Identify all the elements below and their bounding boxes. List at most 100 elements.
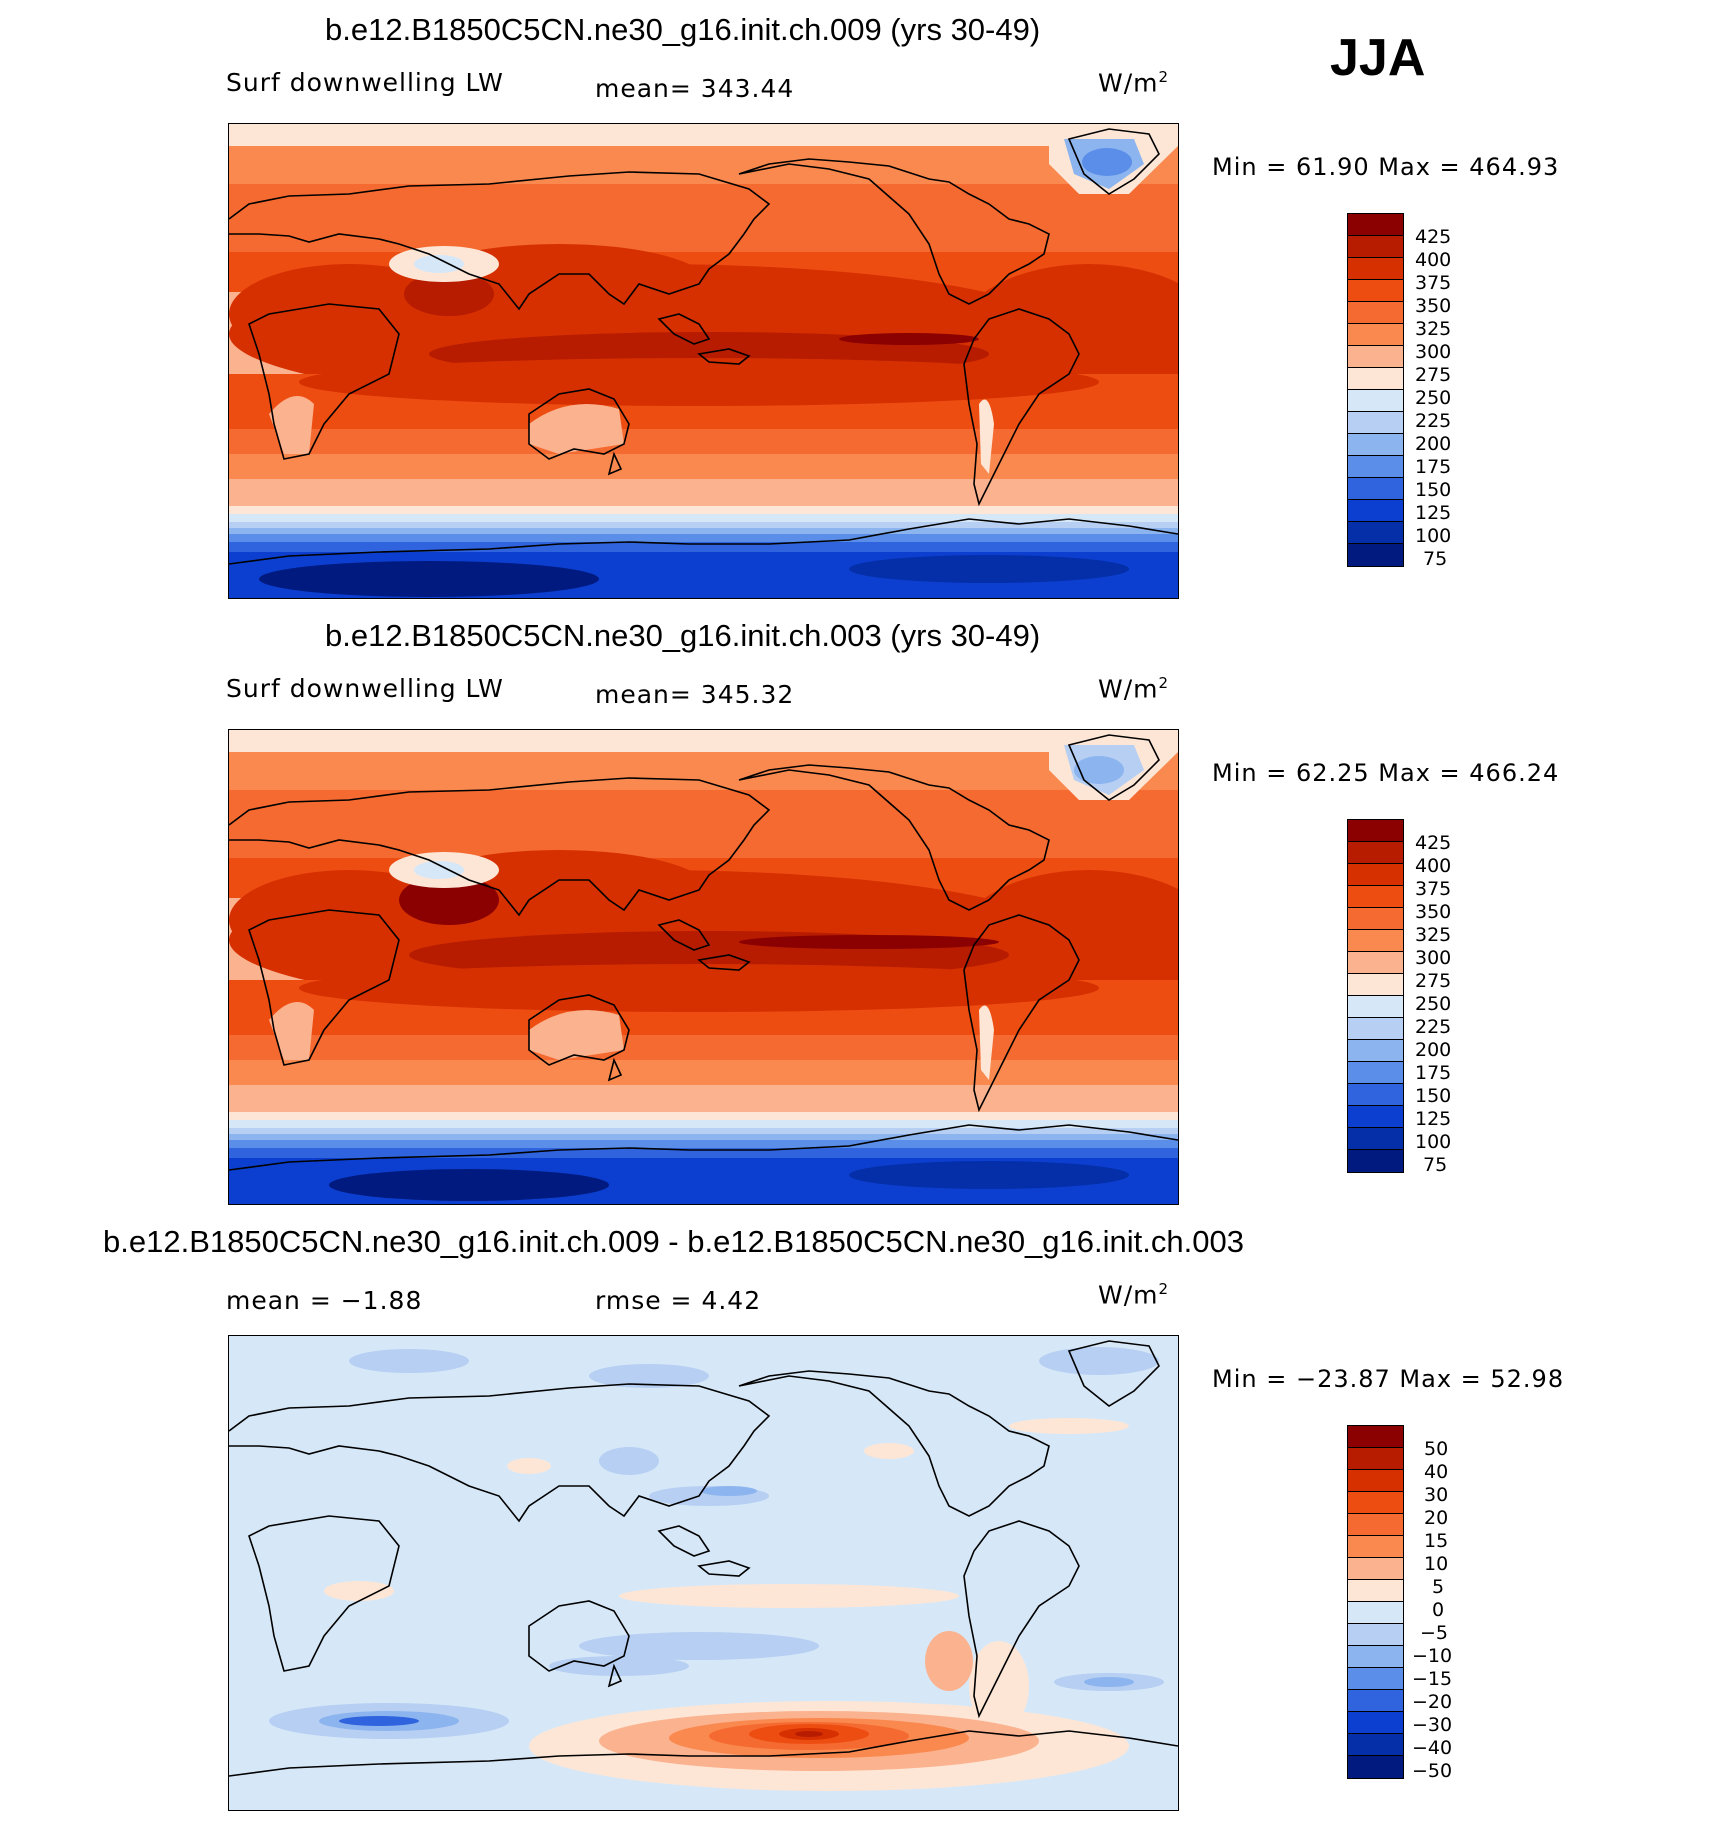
colorbar-tick: 200	[1415, 1039, 1452, 1061]
colorbar-tick: 325	[1415, 924, 1452, 946]
panel-1-colorbar	[1347, 213, 1404, 567]
panel-1-units: W/m2	[1098, 68, 1170, 98]
colorbar-swatch	[1348, 1646, 1403, 1668]
colorbar-tick: 250	[1415, 993, 1452, 1015]
colorbar-tick: 150	[1415, 479, 1452, 501]
colorbar-swatch	[1348, 544, 1403, 566]
colorbar-tick: 350	[1415, 295, 1452, 317]
colorbar-tick: 200	[1415, 433, 1452, 455]
colorbar-tick: 400	[1415, 855, 1452, 877]
colorbar-tick: 425	[1415, 832, 1452, 854]
panel-1-minmax: Min = 61.90 Max = 464.93	[1212, 153, 1560, 181]
colorbar-swatch	[1348, 908, 1403, 930]
colorbar-tick: 50	[1424, 1438, 1449, 1460]
colorbar-swatch	[1348, 258, 1403, 280]
colorbar-swatch	[1348, 820, 1403, 842]
colorbar-swatch	[1348, 1062, 1403, 1084]
panel-1-variable-label: Surf downwelling LW	[226, 68, 504, 97]
colorbar-swatch	[1348, 1470, 1403, 1492]
panel-2-title: b.e12.B1850C5CN.ne30_g16.init.ch.003 (yr…	[325, 618, 1041, 653]
colorbar-swatch	[1348, 1084, 1403, 1106]
panel-3-title: b.e12.B1850C5CN.ne30_g16.init.ch.009 - b…	[103, 1224, 1244, 1259]
panel-3-map	[228, 1335, 1179, 1811]
panel-2-colorbar	[1347, 819, 1404, 1173]
colorbar-swatch	[1348, 1106, 1403, 1128]
colorbar-tick: 30	[1424, 1484, 1449, 1506]
colorbar-swatch	[1348, 390, 1403, 412]
colorbar-tick: 15	[1424, 1530, 1449, 1552]
colorbar-swatch	[1348, 1448, 1403, 1470]
colorbar-swatch	[1348, 368, 1403, 390]
colorbar-tick: 5	[1432, 1576, 1445, 1598]
panel-1-map	[228, 123, 1179, 599]
colorbar-tick: 275	[1415, 970, 1452, 992]
colorbar-tick: 400	[1415, 249, 1452, 271]
colorbar-tick: −15	[1412, 1668, 1453, 1690]
colorbar-swatch	[1348, 1690, 1403, 1712]
colorbar-tick: −30	[1412, 1714, 1453, 1736]
panel-1-mean: mean= 343.44	[595, 74, 795, 103]
panel-1-map-svg	[229, 124, 1178, 598]
colorbar-swatch	[1348, 346, 1403, 368]
colorbar-swatch	[1348, 930, 1403, 952]
colorbar-swatch	[1348, 478, 1403, 500]
panel-2-map	[228, 729, 1179, 1205]
colorbar-swatch	[1348, 996, 1403, 1018]
colorbar-swatch	[1348, 1712, 1403, 1734]
colorbar-tick: −20	[1412, 1691, 1453, 1713]
colorbar-tick: 275	[1415, 364, 1452, 386]
colorbar-tick: 75	[1423, 1154, 1448, 1176]
colorbar-swatch	[1348, 1128, 1403, 1150]
colorbar-tick: −10	[1412, 1645, 1453, 1667]
colorbar-tick: 225	[1415, 410, 1452, 432]
colorbar-swatch	[1348, 1040, 1403, 1062]
colorbar-tick: 325	[1415, 318, 1452, 340]
colorbar-tick: 175	[1415, 1062, 1452, 1084]
colorbar-tick: −50	[1412, 1760, 1453, 1782]
colorbar-swatch	[1348, 1624, 1403, 1646]
panel-3-minmax: Min = −23.87 Max = 52.98	[1212, 1365, 1565, 1393]
panel-3-rmse: rmse = 4.42	[595, 1286, 762, 1315]
colorbar-tick: 75	[1423, 548, 1448, 570]
colorbar-tick: 20	[1424, 1507, 1449, 1529]
colorbar-swatch	[1348, 236, 1403, 258]
colorbar-swatch	[1348, 886, 1403, 908]
colorbar-swatch	[1348, 434, 1403, 456]
colorbar-swatch	[1348, 280, 1403, 302]
colorbar-tick: 175	[1415, 456, 1452, 478]
colorbar-swatch	[1348, 1580, 1403, 1602]
colorbar-swatch	[1348, 1602, 1403, 1624]
panel-3-colorbar	[1347, 1425, 1404, 1779]
colorbar-tick: 100	[1415, 525, 1452, 547]
colorbar-swatch	[1348, 1514, 1403, 1536]
colorbar-swatch	[1348, 412, 1403, 434]
panel-2-variable-label: Surf downwelling LW	[226, 674, 504, 703]
colorbar-tick: 40	[1424, 1461, 1449, 1483]
colorbar-swatch	[1348, 1756, 1403, 1778]
colorbar-tick: 125	[1415, 502, 1452, 524]
colorbar-swatch	[1348, 842, 1403, 864]
panel-3-mean: mean = −1.88	[226, 1286, 423, 1315]
panel-2-units: W/m2	[1098, 674, 1170, 704]
colorbar-swatch	[1348, 974, 1403, 996]
colorbar-tick: −40	[1412, 1737, 1453, 1759]
panel-3-units: W/m2	[1098, 1280, 1170, 1310]
colorbar-swatch	[1348, 500, 1403, 522]
colorbar-swatch	[1348, 1150, 1403, 1172]
colorbar-swatch	[1348, 1536, 1403, 1558]
colorbar-swatch	[1348, 1492, 1403, 1514]
colorbar-swatch	[1348, 1018, 1403, 1040]
colorbar-swatch	[1348, 456, 1403, 478]
colorbar-swatch	[1348, 302, 1403, 324]
colorbar-swatch	[1348, 324, 1403, 346]
panel-2-map-svg	[229, 730, 1178, 1204]
colorbar-tick: −5	[1420, 1622, 1449, 1644]
colorbar-tick: 375	[1415, 878, 1452, 900]
colorbar-swatch	[1348, 1668, 1403, 1690]
colorbar-tick: 350	[1415, 901, 1452, 923]
colorbar-tick: 300	[1415, 947, 1452, 969]
colorbar-tick: 10	[1424, 1553, 1449, 1575]
colorbar-tick: 0	[1432, 1599, 1445, 1621]
panel-1-title: b.e12.B1850C5CN.ne30_g16.init.ch.009 (yr…	[325, 12, 1041, 47]
colorbar-swatch	[1348, 522, 1403, 544]
